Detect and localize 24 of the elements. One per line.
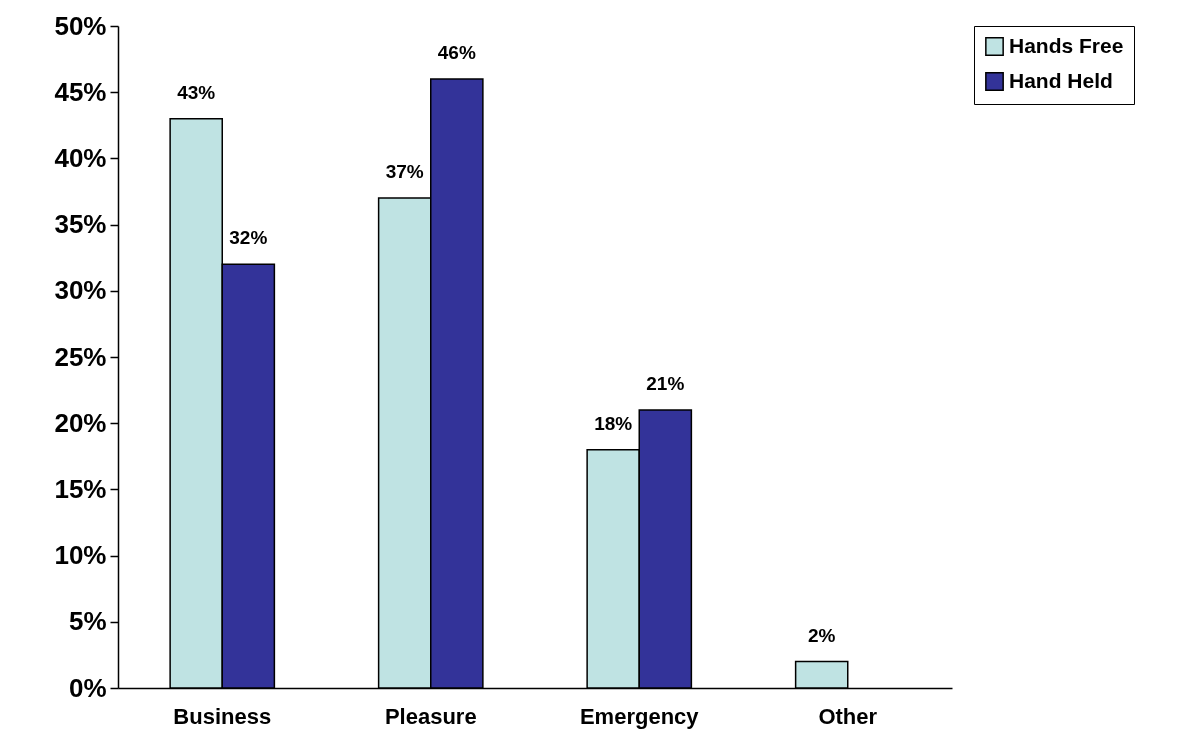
data-label: 43% (177, 81, 216, 103)
y-tick-label: 15% (54, 473, 107, 504)
data-label: 2% (807, 624, 836, 646)
y-tick-label: 25% (54, 341, 107, 372)
data-label: 18% (594, 412, 633, 434)
x-tick-label: Pleasure (384, 703, 477, 729)
data-label: 21% (646, 372, 685, 394)
y-tick-label: 20% (54, 407, 107, 438)
y-tick-label: 5% (68, 606, 107, 637)
y-tick-label: 50% (54, 10, 107, 41)
data-label: 37% (385, 161, 424, 183)
legend-label: Hand Held (1009, 68, 1113, 92)
y-tick-label: 10% (54, 540, 107, 571)
y-tick-label: 45% (54, 76, 107, 107)
y-tick-label: 35% (54, 209, 107, 240)
data-label: 46% (437, 41, 476, 63)
data-label: 32% (229, 227, 268, 249)
x-tick-label: Business (173, 703, 272, 729)
x-tick-label: Other (818, 703, 878, 729)
y-tick-label: 0% (68, 672, 107, 703)
x-tick-label: Emergency (579, 703, 700, 729)
legend-label: Hands Free (1009, 33, 1124, 57)
y-tick-label: 30% (54, 275, 107, 306)
y-tick-label: 40% (54, 142, 107, 173)
